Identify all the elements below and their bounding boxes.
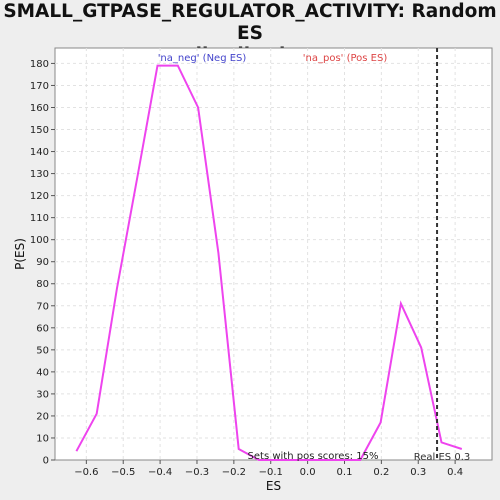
plot-area bbox=[54, 47, 493, 461]
y-tick-label: 20 bbox=[36, 411, 49, 422]
x-tick-label: −0.2 bbox=[222, 467, 246, 478]
y-tick-label: 170 bbox=[30, 81, 49, 92]
x-axis-ticks: −0.6 −0.5 −0.4 −0.3 −0.2 −0.1 0.0 0.1 0.2 0.3 0.4 bbox=[74, 460, 463, 478]
y-tick-label: 180 bbox=[30, 59, 49, 70]
y-tick-label: 70 bbox=[36, 301, 49, 312]
neg-es-label: 'na_neg' (Neg ES) bbox=[158, 53, 247, 64]
grid-lines bbox=[55, 48, 492, 460]
y-tick-label: 100 bbox=[30, 235, 49, 246]
x-tick-label: −0.6 bbox=[74, 467, 98, 478]
x-axis-label: ES bbox=[266, 479, 281, 493]
y-tick-label: 120 bbox=[30, 191, 49, 202]
pos-es-label: 'na_pos' (Pos ES) bbox=[303, 53, 388, 64]
y-axis-label: P(ES) bbox=[13, 238, 27, 270]
y-tick-label: 140 bbox=[30, 147, 49, 158]
y-tick-label: 110 bbox=[30, 213, 49, 224]
y-tick-label: 10 bbox=[36, 433, 49, 444]
x-tick-label: −0.1 bbox=[259, 467, 283, 478]
x-tick-label: 0.1 bbox=[337, 467, 353, 478]
x-tick-label: −0.4 bbox=[148, 467, 172, 478]
y-tick-label: 40 bbox=[36, 367, 49, 378]
y-tick-label: 0 bbox=[43, 456, 49, 467]
y-tick-label: 30 bbox=[36, 389, 49, 400]
y-tick-label: 50 bbox=[36, 345, 49, 356]
y-tick-label: 60 bbox=[36, 323, 49, 334]
real-es-label: Real ES 0.3 bbox=[414, 452, 470, 463]
x-tick-label: 0.0 bbox=[300, 467, 316, 478]
y-tick-label: 90 bbox=[36, 257, 49, 268]
y-axis-ticks: 0 10 20 30 40 50 60 70 80 90 100 110 120 130 140 150 160… bbox=[30, 59, 55, 467]
pos-scores-annotation: Sets with pos scores: 15% bbox=[248, 451, 379, 462]
x-tick-label: −0.3 bbox=[185, 467, 209, 478]
x-tick-label: −0.5 bbox=[111, 467, 135, 478]
chart-title-line-1: SMALL_GTPASE_REGULATOR_ACTIVITY: Random … bbox=[3, 1, 497, 44]
es-distribution-line bbox=[75, 64, 463, 461]
x-tick-label: 0.3 bbox=[410, 467, 426, 478]
x-tick-label: 0.2 bbox=[373, 467, 389, 478]
x-tick-label: 0.4 bbox=[447, 467, 463, 478]
y-tick-label: 130 bbox=[30, 169, 49, 180]
y-tick-label: 150 bbox=[30, 125, 49, 136]
y-tick-label: 80 bbox=[36, 279, 49, 290]
y-tick-label: 160 bbox=[30, 103, 49, 114]
